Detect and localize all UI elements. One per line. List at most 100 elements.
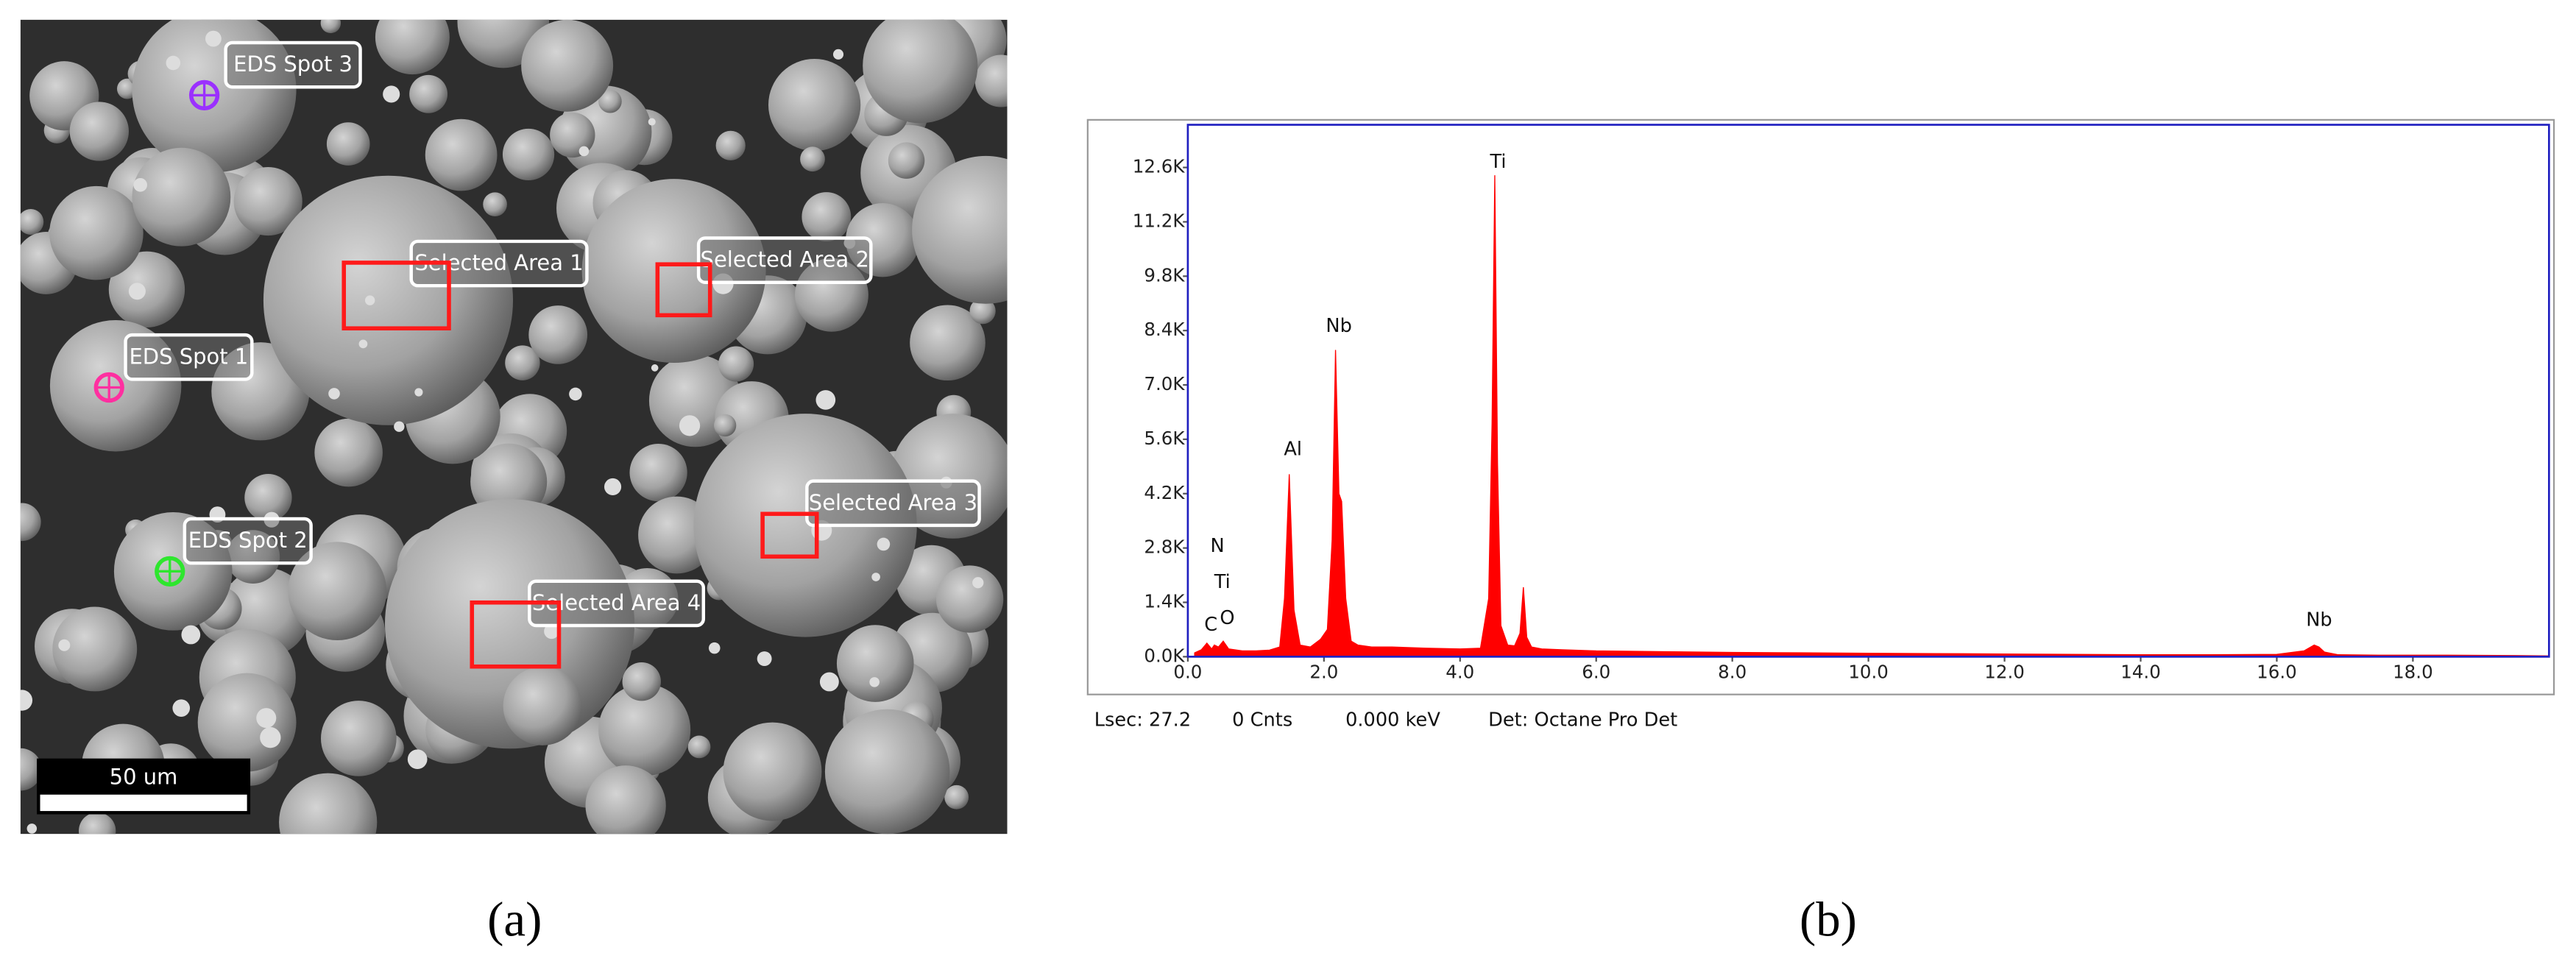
label-text: EDS Spot 1 (129, 344, 248, 369)
particle (888, 142, 925, 179)
particle (622, 662, 661, 701)
particle (314, 418, 383, 487)
x-tick-label: 6.0 (1582, 662, 1610, 683)
peak-label: C (1204, 614, 1217, 636)
satellite (569, 387, 582, 401)
particle (910, 305, 986, 381)
caption-b: (b) (1800, 892, 1857, 946)
particle (723, 722, 822, 821)
scale-bar (40, 794, 247, 812)
label-text: Selected Area 2 (701, 247, 869, 272)
particle (425, 118, 498, 191)
particle (320, 19, 342, 34)
satellite (877, 537, 891, 551)
particle (974, 54, 1008, 107)
particle (944, 784, 969, 810)
satellite (260, 727, 281, 748)
caption-a: (a) (487, 892, 542, 946)
satellite (972, 577, 984, 589)
satellite (133, 177, 148, 192)
particle (409, 74, 448, 113)
y-tick-label: 5.6K (1144, 428, 1185, 449)
satellite (383, 85, 400, 103)
particle (693, 414, 917, 637)
eds-cross (96, 374, 123, 401)
eds-cross (156, 558, 183, 585)
peak-label: Nb (2306, 609, 2332, 631)
peak-label: Ti (1490, 151, 1507, 173)
satellite (328, 388, 340, 400)
particle (969, 298, 996, 325)
label-text: EDS Spot 3 (233, 52, 353, 77)
satellite (815, 390, 836, 410)
peak-label: N (1210, 535, 1224, 557)
y-tick-label: 0.0K (1144, 645, 1185, 666)
satellite (708, 642, 721, 654)
selected-area (655, 262, 712, 318)
satellite (651, 364, 659, 372)
particle (521, 19, 614, 112)
satellite (172, 699, 191, 717)
y-tick-label: 1.4K (1144, 590, 1185, 612)
satellite (394, 421, 405, 432)
peak-label: O (1220, 607, 1234, 629)
particle (768, 58, 861, 152)
satellite (544, 623, 559, 640)
y-tick-label: 12.6K (1133, 156, 1186, 177)
particle (108, 251, 185, 327)
satellite (757, 651, 772, 667)
spectrum-frame (1086, 118, 2555, 695)
particle (714, 414, 737, 437)
particle (483, 192, 507, 217)
particle (687, 735, 711, 759)
y-tick-label: 2.8K (1144, 536, 1185, 558)
x-tick-label: 14.0 (2120, 662, 2161, 683)
y-tick-label: 11.2K (1133, 210, 1186, 231)
x-tick-label: 16.0 (2257, 662, 2297, 683)
particle (505, 345, 540, 380)
particle (132, 147, 231, 247)
footer-text: Det: Octane Pro Det (1488, 709, 1677, 731)
particle (836, 625, 914, 702)
particle (802, 192, 852, 241)
particle (528, 305, 588, 364)
label-box (224, 40, 362, 89)
peak-label: Al (1284, 438, 1302, 460)
label-box (183, 517, 313, 565)
satellite (166, 55, 181, 71)
particle (598, 89, 622, 113)
scale-text: 50 um (110, 764, 178, 789)
x-tick-label: 8.0 (1718, 662, 1747, 683)
label-box (696, 236, 873, 284)
satellite (578, 146, 590, 157)
satellite (205, 30, 222, 47)
satellite (256, 708, 277, 729)
particle (79, 812, 116, 835)
particle (20, 748, 42, 791)
y-tick-label: 8.4K (1144, 319, 1185, 340)
label-box (805, 479, 981, 528)
satellite (364, 295, 375, 305)
satellite (26, 823, 38, 834)
particle (197, 673, 297, 772)
x-tick-label: 4.0 (1446, 662, 1474, 683)
footer-text: 0.000 keV (1345, 709, 1440, 731)
particle (69, 102, 129, 161)
particle (52, 606, 138, 692)
particle (598, 684, 691, 776)
particle (863, 19, 978, 124)
satellite (604, 478, 622, 496)
x-tick-label: 10.0 (1848, 662, 1889, 683)
label-box (124, 333, 254, 381)
satellite (871, 573, 880, 581)
selected-area (760, 511, 819, 559)
satellite (407, 749, 428, 770)
plot-area (1186, 124, 2550, 658)
peak-label: Ti (1214, 571, 1231, 593)
satellite (414, 388, 423, 397)
eds-cross (191, 82, 218, 109)
selected-area (470, 600, 562, 669)
particle (244, 473, 292, 522)
particle (375, 19, 450, 75)
